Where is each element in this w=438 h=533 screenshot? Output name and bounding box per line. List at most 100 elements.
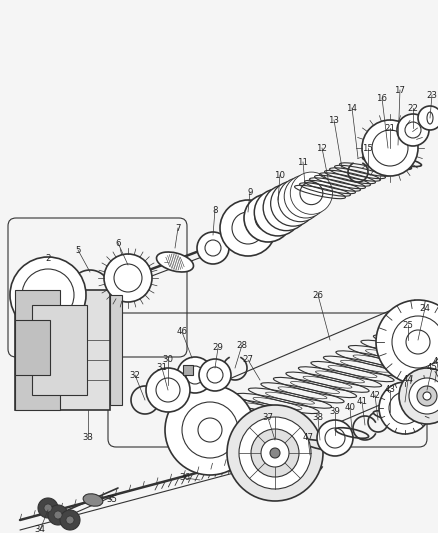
Circle shape [238,417,310,489]
Circle shape [404,122,420,138]
Circle shape [278,177,321,222]
Text: 13: 13 [328,116,339,125]
Text: 36: 36 [179,473,190,482]
Text: 25: 25 [402,320,413,329]
Bar [183,365,193,375]
Text: 44: 44 [402,376,413,384]
Text: 32: 32 [129,370,140,379]
Circle shape [290,172,332,214]
Circle shape [182,402,237,458]
Text: 16: 16 [376,93,387,102]
Text: 5: 5 [75,246,81,254]
Circle shape [231,212,263,244]
Circle shape [205,240,220,256]
Text: 43: 43 [384,385,395,394]
Circle shape [388,392,420,424]
Text: 41: 41 [356,398,367,407]
Text: 35: 35 [106,496,117,505]
Circle shape [391,316,438,368]
Text: 2: 2 [45,254,51,262]
Circle shape [38,498,58,518]
Text: 24: 24 [419,303,430,312]
Circle shape [48,505,68,525]
Circle shape [396,114,428,146]
Text: 12: 12 [316,143,327,152]
Text: 40: 40 [344,403,355,413]
Circle shape [405,330,429,354]
Text: 29: 29 [212,343,223,352]
Text: 8: 8 [212,206,217,214]
Text: 34: 34 [35,526,46,533]
Circle shape [251,429,298,477]
Text: 47: 47 [431,358,438,367]
Text: 31: 31 [156,364,167,373]
Circle shape [288,188,311,212]
Circle shape [316,420,352,456]
Circle shape [226,405,322,501]
Ellipse shape [426,112,432,124]
Circle shape [254,189,300,236]
Text: 27: 27 [242,356,253,365]
Circle shape [254,205,280,231]
Text: 14: 14 [346,103,357,112]
Text: 6: 6 [115,238,120,247]
Circle shape [146,368,190,412]
Text: 38: 38 [312,414,323,423]
Text: 42: 42 [369,391,380,400]
Text: 47: 47 [302,433,313,442]
Text: 37: 37 [262,414,273,423]
Bar [32,305,87,395]
Circle shape [244,194,291,242]
Circle shape [265,200,290,225]
Bar [110,295,122,405]
Circle shape [269,448,279,458]
Ellipse shape [156,252,193,272]
Circle shape [261,439,288,467]
Text: 30: 30 [162,356,173,365]
Circle shape [177,357,212,393]
Circle shape [378,382,430,434]
Circle shape [22,269,74,321]
Circle shape [198,418,222,442]
Text: 28: 28 [236,341,247,350]
Text: 9: 9 [247,188,252,197]
Text: 22: 22 [406,103,417,112]
Circle shape [375,300,438,384]
Bar [15,290,60,410]
Text: 23: 23 [426,91,437,100]
Circle shape [283,175,327,218]
Circle shape [417,106,438,130]
Circle shape [165,385,254,475]
Text: 33: 33 [82,433,93,442]
Text: 11: 11 [297,157,308,166]
Circle shape [44,504,52,512]
Circle shape [219,200,276,256]
Circle shape [207,367,223,383]
Bar [15,290,110,410]
Circle shape [197,232,229,264]
Circle shape [324,428,344,448]
Circle shape [398,368,438,424]
Circle shape [198,359,230,391]
Circle shape [299,182,322,205]
Text: 21: 21 [384,124,395,133]
Circle shape [155,378,180,402]
Text: 26: 26 [312,290,323,300]
Circle shape [361,120,417,176]
Text: 45: 45 [426,364,437,373]
Circle shape [273,195,298,220]
Circle shape [10,257,86,333]
Circle shape [186,366,204,384]
Text: 17: 17 [394,85,405,94]
Circle shape [293,185,317,208]
Circle shape [408,378,438,414]
Circle shape [114,264,141,292]
Circle shape [60,510,80,530]
Circle shape [54,511,62,519]
Circle shape [270,181,315,226]
Text: 46: 46 [176,327,187,336]
Bar [15,320,50,375]
Text: 39: 39 [329,408,339,416]
Circle shape [371,130,407,166]
Text: 7: 7 [175,223,180,232]
